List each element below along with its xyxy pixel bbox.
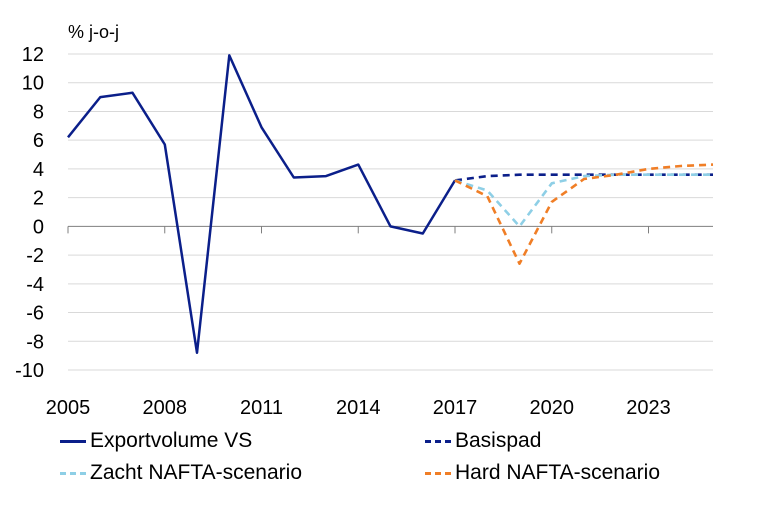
legend: Exportvolume VS Basispad Zacht NAFTA-sce… [60, 426, 720, 496]
x-tick-label: 2023 [626, 397, 671, 419]
y-axis-unit-label: % j-o-j [68, 22, 119, 42]
y-tick-label: 0 [33, 216, 44, 238]
y-tick-label: 6 [33, 130, 44, 152]
x-tick-label: 2008 [143, 397, 188, 419]
legend-swatch-hard-nafta [425, 471, 451, 475]
series-line-3 [454, 163, 714, 266]
legend-label-basispad: Basispad [455, 429, 542, 452]
legend-item-hard-nafta: Hard NAFTA-scenario [425, 458, 660, 488]
y-tick-label: -2 [26, 245, 44, 267]
grid-lines [67, 53, 713, 371]
legend-swatch-basispad [425, 439, 451, 443]
line-chart: 12 10 8 6 4 2 0 -2 -4 -6 -8 -10 2005 2008 2011 2014 201… [15, 22, 714, 419]
y-tick-label: -6 [26, 303, 44, 325]
legend-label-exportvolume: Exportvolume VS [90, 429, 253, 452]
y-axis-tick-labels: 12 10 8 6 4 2 0 -2 -4 -6 -8 -10 [15, 44, 44, 382]
series-line-0 [67, 54, 457, 355]
x-tick-label: 2020 [530, 397, 575, 419]
y-tick-label: -4 [26, 274, 44, 296]
series-lines [67, 54, 714, 355]
legend-swatch-zacht-nafta [60, 471, 86, 475]
y-tick-label: 8 [33, 101, 44, 123]
y-tick-label: -8 [26, 331, 44, 353]
y-tick-label: 2 [33, 188, 44, 210]
x-tick-label: 2005 [46, 397, 91, 419]
legend-item-exportvolume: Exportvolume VS [60, 426, 252, 456]
x-tick-label: 2011 [240, 397, 283, 419]
y-tick-label: -10 [15, 360, 44, 382]
y-tick-label: 4 [33, 159, 44, 181]
x-tick-label: 2014 [336, 397, 381, 419]
series-line-2 [454, 173, 713, 228]
y-tick-label: 12 [22, 44, 44, 66]
legend-label-hard-nafta: Hard NAFTA-scenario [455, 461, 660, 484]
x-tick-label: 2017 [433, 397, 478, 419]
legend-item-zacht-nafta: Zacht NAFTA-scenario [60, 458, 302, 488]
legend-label-zacht-nafta: Zacht NAFTA-scenario [90, 461, 302, 484]
x-axis-tick-labels: 2005 2008 2011 2014 2017 2020 2023 [46, 397, 671, 419]
legend-item-basispad: Basispad [425, 426, 541, 456]
legend-swatch-exportvolume [60, 439, 86, 443]
y-tick-label: 10 [22, 73, 44, 95]
